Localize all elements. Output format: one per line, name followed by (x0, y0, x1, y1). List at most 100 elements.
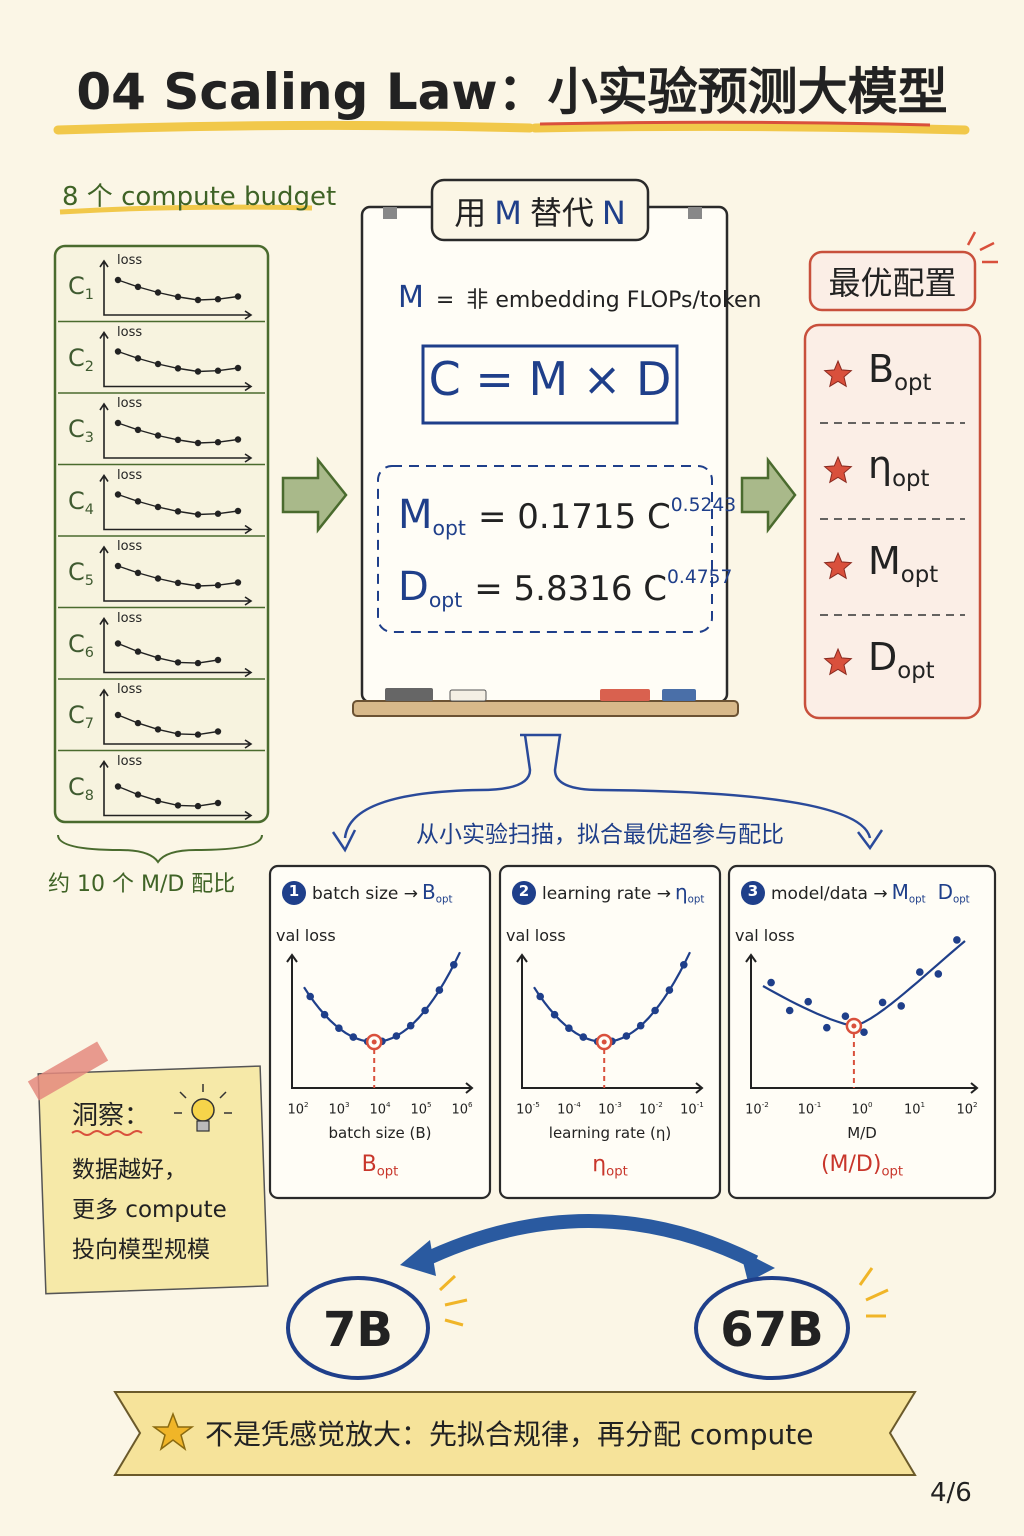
number-badge (512, 881, 536, 905)
target-sub: opt (687, 894, 705, 906)
optimal-sub: opt (892, 465, 930, 492)
budget-symbol: C (68, 343, 85, 372)
formula-exp: 0.4757 (667, 567, 733, 589)
sample-dot (622, 1032, 631, 1040)
mini-dot (214, 799, 222, 807)
marker (600, 689, 650, 701)
budget-symbol: C (68, 629, 85, 658)
budget-label: C7 (68, 701, 94, 732)
title-underline (530, 121, 970, 135)
mini-dot (134, 283, 142, 291)
optimal-item: Bopt (868, 347, 931, 396)
budget-label: C4 (68, 487, 94, 518)
mini-dot (174, 436, 182, 444)
axis-label: loss (117, 324, 143, 340)
optimum-dot (851, 1023, 857, 1029)
tick-base: 10 (328, 1102, 345, 1118)
mini-dot (214, 439, 222, 446)
marker (449, 689, 487, 702)
panel-title: model/data → Mopt Dopt (771, 880, 970, 906)
mini-dot (234, 579, 242, 586)
note-line: 投向模型规模 (72, 1237, 210, 1263)
star-icon (823, 647, 853, 676)
mini-dot (174, 365, 182, 372)
split-arrow (520, 733, 872, 839)
sample-dot (406, 1021, 415, 1030)
note-heading: 洞察： (72, 1101, 151, 1131)
axis-label: loss (117, 753, 143, 769)
axis-label: loss (117, 253, 143, 268)
sample-dot (550, 1010, 559, 1019)
tick-base: 10 (680, 1102, 697, 1118)
mini-axis (99, 760, 253, 821)
star-icon (823, 455, 853, 484)
x-tick-label: 100 (840, 1100, 884, 1117)
sample-dot (767, 978, 775, 987)
x-tick-label: 10-3 (588, 1100, 632, 1117)
sample-dot (785, 1006, 794, 1015)
tick-exp: -2 (761, 1100, 769, 1109)
mini-dot (114, 562, 122, 570)
tick-exp: -5 (532, 1100, 540, 1109)
optimal-symbol: η (868, 443, 893, 487)
mini-dot (234, 507, 242, 515)
mini-dot (214, 728, 222, 735)
mini-curve (117, 785, 219, 807)
sample-dot (565, 1024, 573, 1032)
sample-dot (878, 998, 887, 1007)
target-symbol: B (422, 880, 436, 904)
result-label: (M/D)opt (729, 1152, 995, 1180)
mini-dot (194, 368, 202, 375)
mini-dot (194, 511, 202, 518)
x-tick-label: 10-5 (506, 1100, 550, 1117)
y-axis-label: val loss (506, 926, 566, 945)
mini-dot (134, 355, 142, 362)
panel-axis (745, 953, 979, 1094)
mini-dot (174, 659, 182, 666)
budget-symbol: C (68, 415, 85, 443)
mini-dot (194, 802, 202, 810)
sample-dot (651, 1006, 659, 1015)
panel (498, 864, 722, 1200)
mini-dot (114, 711, 122, 719)
star-icon (151, 1411, 195, 1451)
sweep-text: 从小实验扫描，拟合最优超参与配比 (416, 822, 784, 848)
mini-dot (114, 348, 122, 355)
mini-dot (154, 797, 162, 805)
banner (113, 1391, 917, 1476)
axis-label: loss (117, 610, 143, 626)
sample-dot (841, 1012, 850, 1020)
note-group (37, 1065, 269, 1295)
mini-dot (134, 498, 142, 505)
mini-dot (214, 296, 222, 303)
heading-part: 用 (454, 194, 487, 232)
optimal-symbol: D (868, 635, 898, 679)
budget-index: 8 (84, 787, 94, 804)
tick-exp: -1 (696, 1100, 704, 1109)
y-axis-label: val loss (276, 926, 336, 945)
optimal-item: Dopt (868, 635, 935, 684)
optimal-item: ηopt (868, 443, 929, 492)
mini-dot (234, 364, 242, 372)
mini-dot (154, 432, 162, 439)
definition-part: 非 embedding FLOPs/token (466, 288, 762, 313)
axis-label: loss (117, 467, 143, 483)
optimal-symbol: M (868, 539, 901, 583)
axis-label: loss (117, 396, 143, 411)
tick-exp: 6 (468, 1100, 473, 1109)
optimum-dot (371, 1039, 377, 1045)
budget-box (53, 244, 270, 824)
mini-dot (114, 419, 122, 427)
tick-exp: -4 (573, 1100, 581, 1109)
mini-dot (174, 508, 182, 515)
budget-index: 1 (84, 287, 94, 304)
tick-base: 10 (903, 1102, 921, 1118)
note-line: 数据越好， (72, 1157, 187, 1183)
sample-dot (306, 992, 315, 1001)
mini-axis (99, 259, 253, 320)
sample-dot (421, 1006, 429, 1015)
formula-exp: 0.5243 (670, 495, 737, 517)
sparkle (438, 1267, 889, 1327)
sample-dot (934, 970, 943, 978)
